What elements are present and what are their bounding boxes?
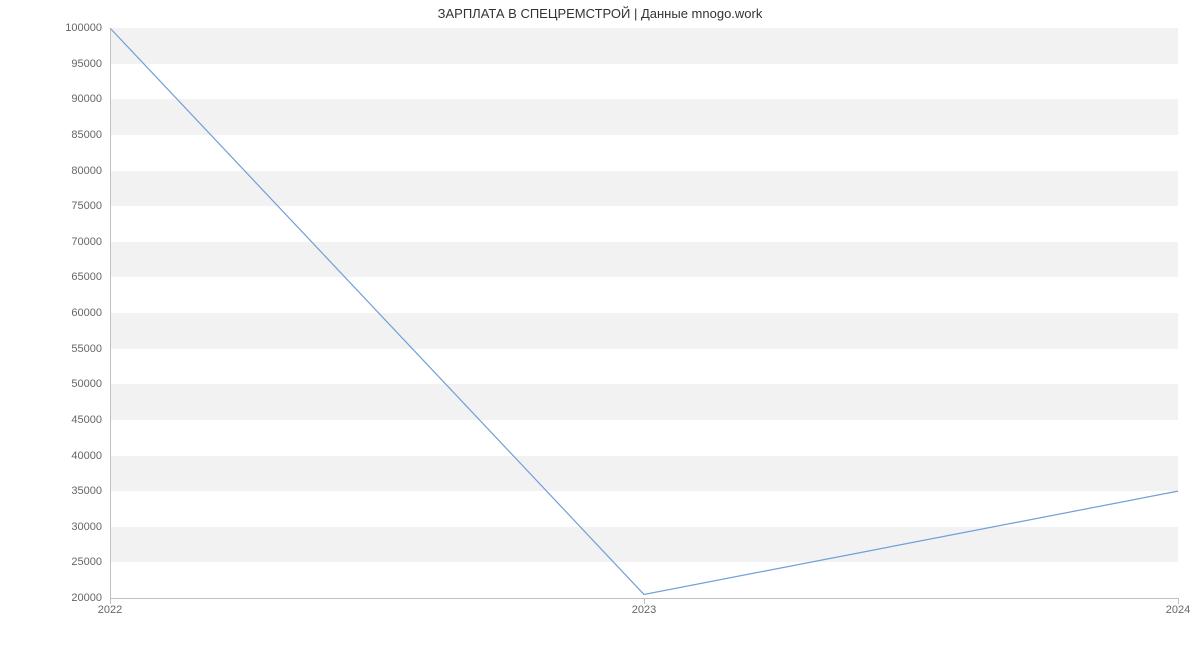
y-tick-label: 45000: [71, 414, 102, 426]
y-tick-label: 40000: [71, 450, 102, 462]
y-tick-label: 95000: [71, 58, 102, 70]
x-tick-label: 2022: [98, 604, 122, 616]
chart-title: ЗАРПЛАТА В СПЕЦРЕМСТРОЙ | Данные mnogo.w…: [0, 6, 1200, 21]
y-tick-label: 25000: [71, 556, 102, 568]
x-axis-line: [110, 598, 1178, 599]
y-tick-label: 90000: [71, 93, 102, 105]
y-tick-label: 70000: [71, 236, 102, 248]
x-tick-label: 2023: [632, 604, 656, 616]
y-tick-label: 35000: [71, 485, 102, 497]
y-tick-label: 30000: [71, 521, 102, 533]
plot-area: 2000025000300003500040000450005000055000…: [110, 28, 1178, 598]
y-tick-label: 85000: [71, 129, 102, 141]
y-tick-label: 60000: [71, 307, 102, 319]
y-tick-label: 100000: [65, 22, 102, 34]
y-tick-label: 50000: [71, 378, 102, 390]
y-axis-line: [110, 28, 111, 598]
y-tick-label: 20000: [71, 592, 102, 604]
y-tick-label: 80000: [71, 165, 102, 177]
series-line: [110, 28, 1178, 594]
salary-line-chart: ЗАРПЛАТА В СПЕЦРЕМСТРОЙ | Данные mnogo.w…: [0, 0, 1200, 650]
x-tick-label: 2024: [1166, 604, 1190, 616]
line-layer: [110, 28, 1178, 598]
y-tick-label: 75000: [71, 200, 102, 212]
y-tick-label: 55000: [71, 343, 102, 355]
y-tick-label: 65000: [71, 271, 102, 283]
